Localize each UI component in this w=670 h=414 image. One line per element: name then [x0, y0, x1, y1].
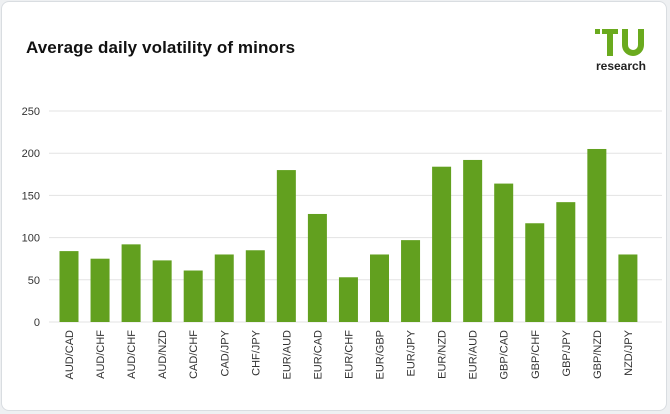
bar [276, 170, 296, 322]
y-tick-label: 100 [22, 233, 40, 245]
bar [556, 202, 576, 322]
y-tick-label: 150 [22, 190, 40, 202]
y-tick-label: 0 [34, 317, 40, 329]
tu-logo-icon [595, 29, 644, 56]
bar [587, 148, 607, 322]
bar [525, 223, 545, 322]
x-tick-label: EUR/AUD [281, 330, 293, 380]
x-tick-label: AUD/CHF [126, 330, 138, 379]
bar [59, 251, 79, 322]
bar [152, 260, 172, 322]
bar [401, 240, 421, 322]
x-tick-label: CAD/CHF [188, 330, 200, 379]
x-tick-label: AUD/CAD [64, 330, 76, 380]
x-tick-label: EUR/AUD [468, 330, 480, 380]
y-tick-label: 50 [28, 275, 40, 287]
bar [463, 159, 483, 322]
x-tick-label: AUD/CHF [95, 330, 107, 379]
bar [121, 244, 141, 322]
bar [245, 250, 265, 322]
x-tick-label: NZD/JPY [623, 329, 635, 376]
chart-title: Average daily volatility of minors [26, 38, 296, 57]
bar [494, 183, 514, 322]
bar [214, 254, 234, 322]
x-tick-label: GBP/NZD [592, 330, 604, 379]
bar [307, 213, 327, 322]
y-tick-label: 200 [22, 148, 40, 160]
x-tick-label: GBP/JPY [561, 329, 573, 376]
x-tick-label: GBP/CAD [499, 330, 511, 380]
bar [618, 254, 638, 322]
bar [183, 270, 203, 322]
bar [432, 166, 452, 322]
x-tick-label: CAD/JPY [219, 329, 231, 376]
x-tick-label: CHF/JPY [250, 329, 262, 376]
bar [370, 254, 389, 322]
tu-research-logo: research [592, 29, 650, 73]
x-tick-label: EUR/CAD [312, 330, 324, 380]
logo-text: research [595, 59, 647, 73]
bar [90, 258, 110, 322]
x-tick-label: AUD/NZD [157, 330, 169, 379]
x-tick-label: EUR/GBP [375, 330, 387, 380]
x-tick-label: EUR/JPY [406, 329, 418, 376]
x-tick-label: GBP/CHF [530, 330, 542, 379]
x-tick-label: EUR/CHF [343, 330, 355, 379]
x-tick-label: EUR/NZD [437, 330, 449, 379]
bar [338, 277, 358, 322]
y-tick-label: 250 [22, 106, 40, 118]
